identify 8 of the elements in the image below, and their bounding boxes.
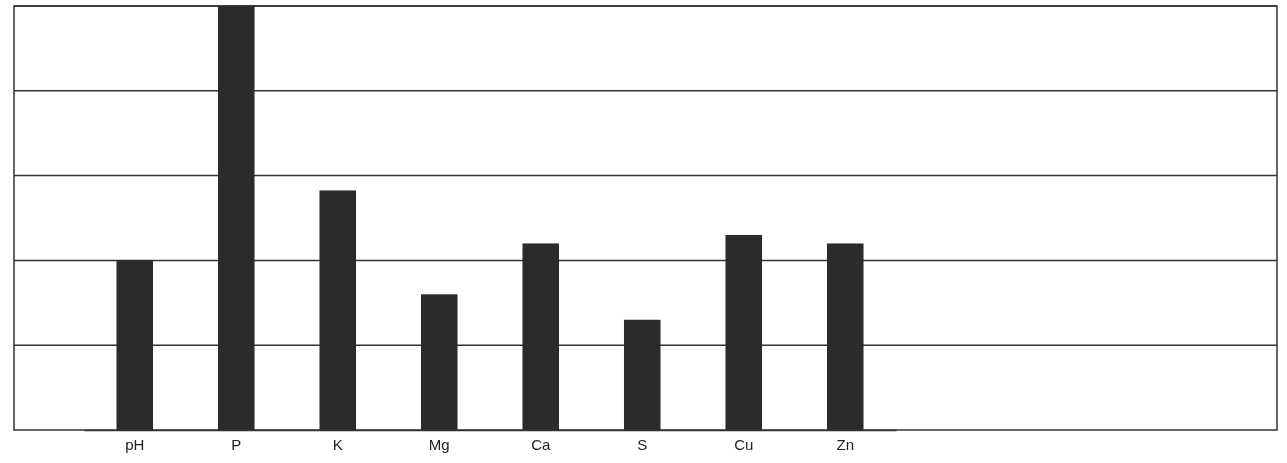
x-tick-label: Mg [428,435,450,453]
x-tick-label: Ca [531,435,551,453]
x-tick-label: pH [125,435,145,453]
x-tick-label: S [637,435,648,453]
x-tick-label: K [332,435,343,453]
x-tick-label: Cu [734,435,754,453]
x-tick-label: P [231,435,242,453]
x-tick-label: Zn [836,435,855,453]
